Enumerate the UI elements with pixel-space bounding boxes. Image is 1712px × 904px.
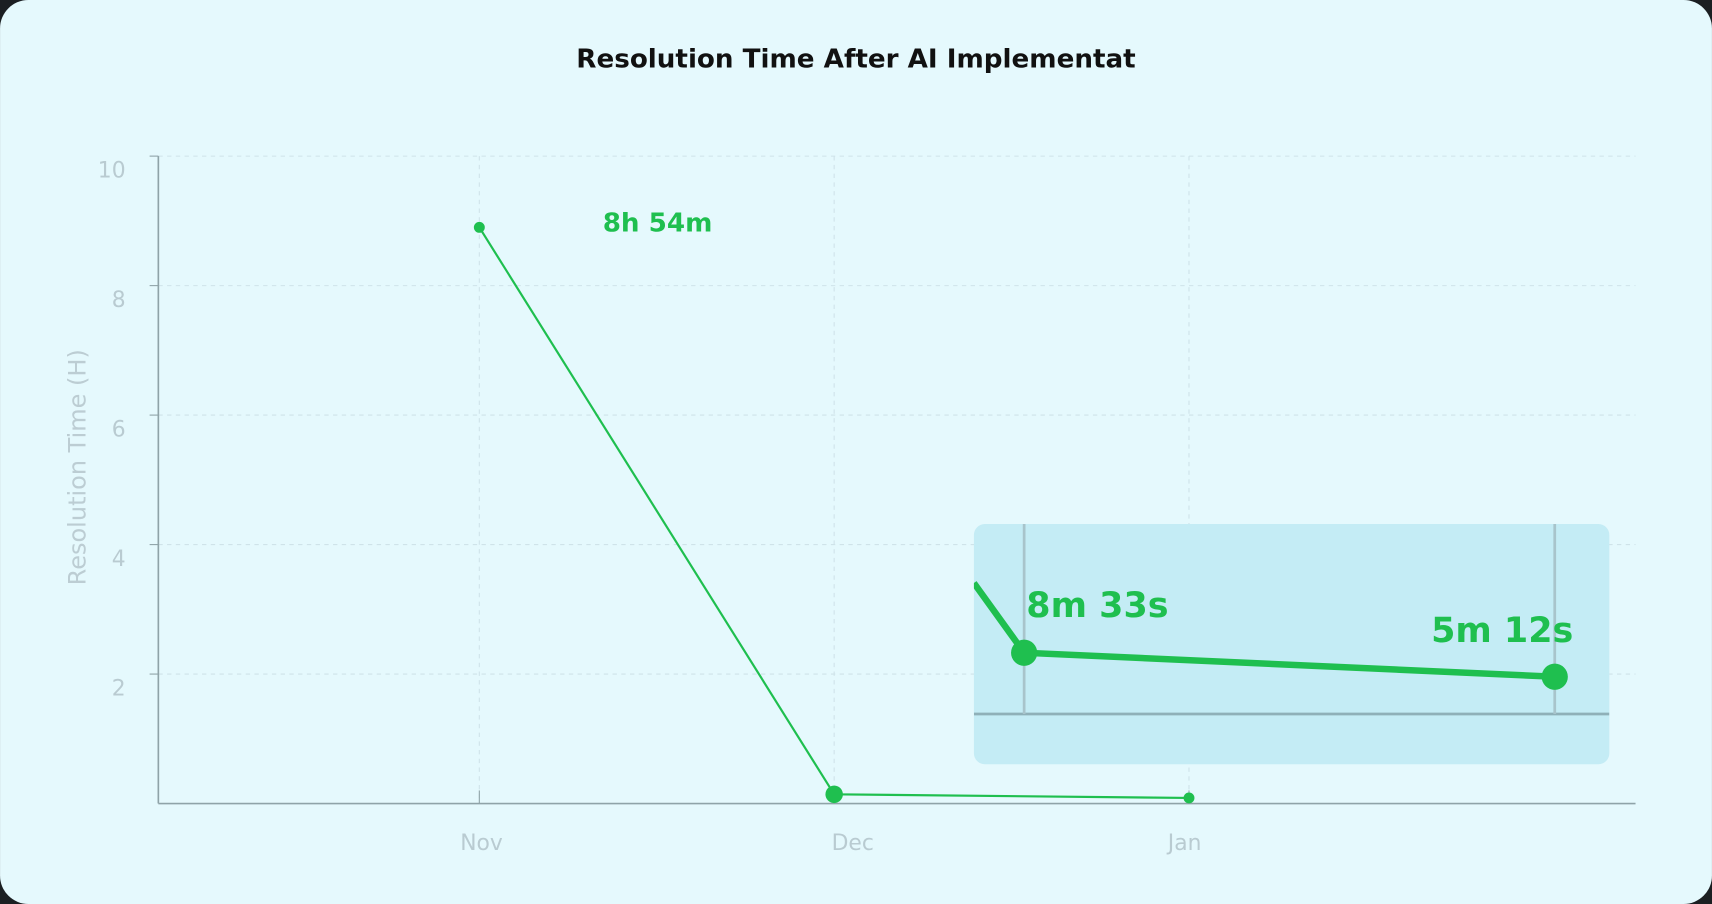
zoom-point: [1541, 663, 1568, 690]
y-tick-label: 6: [112, 417, 126, 442]
x-tick-label: Nov: [460, 831, 503, 856]
value-label: 8h 54m: [603, 208, 713, 238]
point: [473, 221, 485, 233]
y-tick-label: 4: [112, 547, 126, 572]
y-axis-label: Resolution Time (H): [64, 349, 92, 585]
zoom-group: [973, 524, 1610, 716]
value-label: 8m 33s: [1026, 586, 1168, 626]
x-tick-label: Dec: [832, 831, 874, 856]
y-tick-label: 10: [98, 158, 126, 183]
point: [1183, 792, 1195, 804]
value-label: 5m 12s: [1431, 611, 1573, 651]
x-tick-label: Jan: [1166, 831, 1202, 856]
chart-title: Resolution Time After AI Implementat: [576, 45, 1135, 75]
zoom-inset: [973, 524, 1610, 765]
y-tick-label: 2: [112, 676, 126, 701]
point: [825, 785, 843, 804]
y-tick-label: 8: [112, 288, 126, 313]
zoom-point: [1011, 639, 1038, 666]
